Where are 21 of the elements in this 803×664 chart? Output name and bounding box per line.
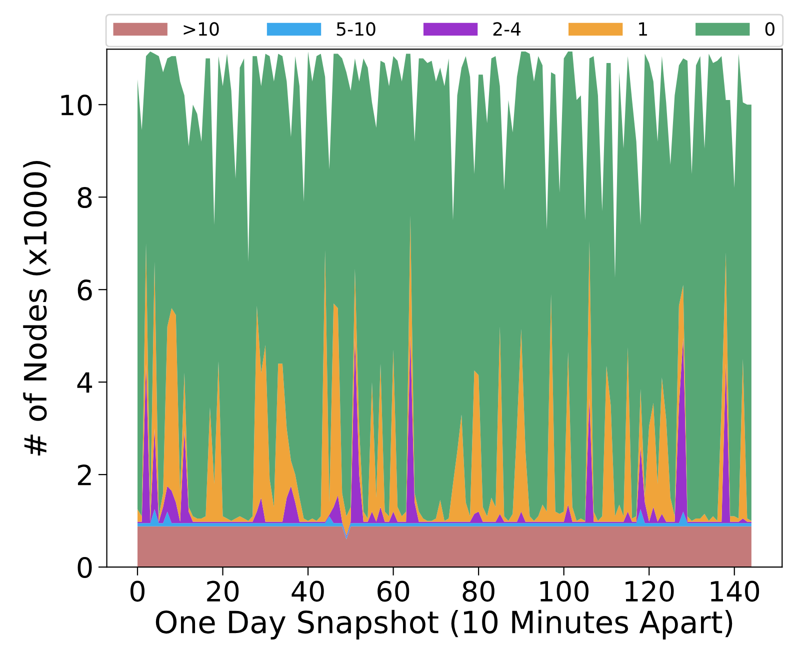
- y-tick-label: 6: [78, 280, 92, 301]
- y-tick-label: 0: [78, 556, 92, 578]
- legend-label: >10: [184, 22, 219, 36]
- x-tick-label: 140: [710, 580, 760, 602]
- x-tick-label: 100: [540, 580, 588, 602]
- legend-label: 5-10: [336, 22, 376, 36]
- x-tick-label: 20: [207, 580, 239, 602]
- y-tick-label: 10: [61, 94, 92, 116]
- x-tick-label: 60: [378, 580, 410, 602]
- x-tick-label: 0: [130, 580, 144, 602]
- y-tick-label: 8: [78, 187, 92, 208]
- y-axis-title: # of Nodes (x1000): [23, 160, 50, 456]
- y-tick-label: 4: [77, 372, 92, 393]
- legend-label: 2-4: [493, 22, 521, 36]
- x-axis-title: One Day Snapshot (10 Minutes Apart): [156, 610, 732, 640]
- y-tick-label: 2: [78, 464, 91, 486]
- x-tick-label: 120: [626, 580, 674, 602]
- legend-label: 1: [639, 22, 647, 36]
- legend-label: 0: [765, 22, 774, 36]
- x-tick-label: 80: [462, 580, 494, 602]
- x-tick-label: 40: [292, 580, 324, 602]
